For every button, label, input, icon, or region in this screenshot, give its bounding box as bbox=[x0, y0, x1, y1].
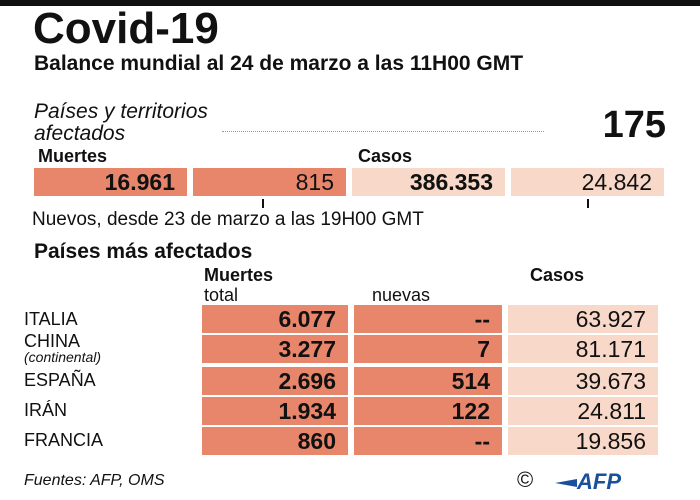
section-title: Países más afectados bbox=[34, 240, 253, 263]
new-cases-tick bbox=[587, 199, 589, 208]
countries-affected-label: Países y territorios afectados bbox=[34, 101, 208, 145]
copyright-symbol: © bbox=[517, 467, 534, 492]
cases-cell: 19.856 bbox=[508, 427, 658, 455]
infographic-subtitle: Balance mundial al 24 de marzo a las 11H… bbox=[34, 52, 524, 75]
deaths-header: Muertes bbox=[38, 146, 108, 166]
infographic-title: Covid-19 bbox=[33, 4, 219, 53]
deaths-total-cell: 6.077 bbox=[202, 305, 348, 333]
country-subtitle: (continental) bbox=[24, 349, 102, 365]
new-cases-value: 24.842 bbox=[511, 168, 664, 196]
deaths-new-cell: 514 bbox=[354, 367, 502, 395]
deaths-total-cell: 860 bbox=[202, 427, 348, 455]
logo-arrow-shape bbox=[555, 479, 577, 487]
deaths-new-cell: -- bbox=[354, 427, 502, 455]
country-name: FRANCIA bbox=[24, 430, 104, 450]
deaths-new-cell: -- bbox=[354, 305, 502, 333]
logo-text: AFP bbox=[576, 470, 621, 492]
total-cases-value: 386.353 bbox=[352, 168, 505, 196]
deaths-total-cell: 2.696 bbox=[202, 367, 348, 395]
countries-label-line2: afectados bbox=[34, 122, 126, 145]
table-total-header: total bbox=[204, 285, 239, 305]
sources-footer: Fuentes: AFP, OMS bbox=[24, 472, 165, 489]
country-name: CHINA bbox=[24, 331, 81, 351]
cases-header: Casos bbox=[358, 146, 413, 166]
country-name: ITALIA bbox=[24, 309, 78, 329]
country-name: IRÁN bbox=[24, 400, 68, 420]
country-name: ESPAÑA bbox=[24, 370, 96, 390]
new-deaths-value: 815 bbox=[193, 168, 346, 196]
deaths-new-cell: 7 bbox=[354, 335, 502, 363]
table-new-header: nuevas bbox=[372, 285, 431, 305]
afp-logo: AFP bbox=[555, 470, 621, 492]
top-rule bbox=[0, 0, 700, 6]
cases-cell: 81.171 bbox=[508, 335, 658, 363]
total-deaths-value: 16.961 bbox=[34, 168, 187, 196]
new-deaths-tick bbox=[262, 199, 264, 208]
deaths-total-cell: 1.934 bbox=[202, 397, 348, 425]
countries-affected-count: 175 bbox=[602, 104, 666, 146]
cases-cell: 24.811 bbox=[508, 397, 658, 425]
cases-cell: 39.673 bbox=[508, 367, 658, 395]
table-deaths-header: Muertes bbox=[204, 265, 274, 285]
deaths-new-cell: 122 bbox=[354, 397, 502, 425]
table-cases-header: Casos bbox=[530, 265, 585, 285]
cases-cell: 63.927 bbox=[508, 305, 658, 333]
dotted-leader bbox=[222, 131, 544, 132]
countries-label-line1: Países y territorios bbox=[34, 100, 208, 123]
new-cases-note: Nuevos, desde 23 de marzo a las 19H00 GM… bbox=[32, 209, 424, 230]
deaths-total-cell: 3.277 bbox=[202, 335, 348, 363]
